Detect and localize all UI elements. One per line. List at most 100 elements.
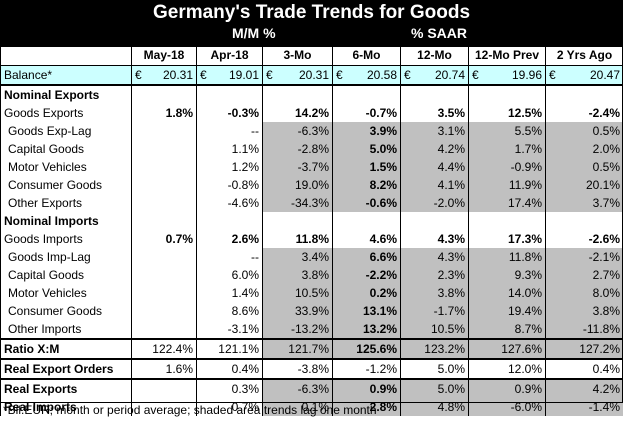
cell: 1.6% bbox=[131, 357, 197, 379]
cell: 125.6% bbox=[332, 337, 401, 359]
cell: 2.7% bbox=[545, 265, 623, 284]
cell: 0.2% bbox=[332, 283, 401, 302]
col-header: 6-Mo bbox=[332, 46, 401, 66]
balance-row: Balance* €20.31 €19.01 €20.31 €20.58 €20… bbox=[0, 64, 623, 85]
table-title: Germany's Trade Trends for Goods bbox=[152, 2, 471, 23]
cell bbox=[131, 193, 197, 212]
table-row: Goods Imp-Lag -- 3.4% 6.6% 4.3% 11.8% -2… bbox=[0, 247, 623, 266]
cell: 3.5% bbox=[400, 103, 469, 122]
mm-pct-subtitle: M/M % bbox=[232, 25, 276, 41]
cell: -1.2% bbox=[332, 357, 401, 379]
cell bbox=[131, 319, 197, 339]
cell: 1.8% bbox=[131, 103, 197, 122]
trade-table: May-18 Apr-18 3-Mo 6-Mo 12-Mo 12-Mo Prev… bbox=[0, 46, 623, 416]
cell: 0.7% bbox=[131, 229, 197, 248]
row-label: Goods Exp-Lag bbox=[0, 121, 132, 140]
row-label: Ratio X:M bbox=[0, 337, 132, 359]
section-label: Nominal Imports bbox=[0, 211, 132, 230]
cell: 20.1% bbox=[545, 175, 623, 194]
cell: 0.3% bbox=[196, 377, 263, 398]
cell: 14.2% bbox=[262, 103, 333, 122]
row-label: Consumer Goods bbox=[0, 301, 132, 320]
table-row: Other Exports -4.6% -34.3% -0.6% -2.0% 1… bbox=[0, 193, 623, 212]
balance-cell: €20.74 bbox=[400, 64, 469, 85]
cell bbox=[131, 265, 197, 284]
col-header: 3-Mo bbox=[262, 46, 333, 66]
cell: -1.7% bbox=[400, 301, 469, 320]
table-row: Goods Exp-Lag -- -6.3% 3.9% 3.1% 5.5% 0.… bbox=[0, 121, 623, 140]
cell: 12.5% bbox=[468, 103, 546, 122]
cell: 122.4% bbox=[131, 337, 197, 359]
cell: 3.8% bbox=[400, 283, 469, 302]
cell: -2.1% bbox=[545, 247, 623, 266]
cell: 0.9% bbox=[332, 377, 401, 398]
table-row: Motor Vehicles 1.4% 10.5% 0.2% 3.8% 14.0… bbox=[0, 283, 623, 302]
cell: 17.4% bbox=[468, 193, 546, 212]
cell: 0.5% bbox=[545, 121, 623, 140]
cell: -13.2% bbox=[262, 319, 333, 339]
col-header: May-18 bbox=[131, 46, 197, 66]
cell: 0.9% bbox=[468, 377, 546, 398]
cell: 13.1% bbox=[332, 301, 401, 320]
cell: 2.3% bbox=[400, 265, 469, 284]
cell: 3.4% bbox=[262, 247, 333, 266]
cell: -2.8% bbox=[262, 139, 333, 158]
cell: -2.4% bbox=[545, 103, 623, 122]
cell: 9.3% bbox=[468, 265, 546, 284]
cell: 0.4% bbox=[196, 357, 263, 379]
cell: 1.4% bbox=[196, 283, 263, 302]
cell bbox=[131, 377, 197, 398]
table-row: Goods Exports 1.8% -0.3% 14.2% -0.7% 3.5… bbox=[0, 103, 623, 122]
cell: 4.4% bbox=[400, 157, 469, 176]
balance-cell: €19.96 bbox=[468, 64, 546, 85]
cell: -1.4% bbox=[545, 397, 623, 416]
cell: 5.0% bbox=[332, 139, 401, 158]
cell: 2.0% bbox=[545, 139, 623, 158]
cell: 3.1% bbox=[400, 121, 469, 140]
cell: 8.2% bbox=[332, 175, 401, 194]
cell: 17.3% bbox=[468, 229, 546, 248]
cell: 12.0% bbox=[468, 357, 546, 379]
cell: 5.0% bbox=[400, 377, 469, 398]
table-row: Motor Vehicles 1.2% -3.7% 1.5% 4.4% -0.9… bbox=[0, 157, 623, 176]
cell: 3.8% bbox=[545, 301, 623, 320]
saar-subtitle: % SAAR bbox=[411, 25, 468, 41]
cell: 1.5% bbox=[332, 157, 401, 176]
cell: -11.8% bbox=[545, 319, 623, 339]
cell: 8.6% bbox=[196, 301, 263, 320]
cell: 10.5% bbox=[400, 319, 469, 339]
section-row-exports: Nominal Exports bbox=[0, 83, 623, 104]
cell bbox=[131, 301, 197, 320]
cell: -- bbox=[196, 121, 263, 140]
table-row: Consumer Goods -0.8% 19.0% 8.2% 4.1% 11.… bbox=[0, 175, 623, 194]
row-label: Motor Vehicles bbox=[0, 283, 132, 302]
cell bbox=[131, 139, 197, 158]
footnote: *Bil.EUR; month or period average; shade… bbox=[3, 403, 377, 417]
balance-cell: €20.31 bbox=[131, 64, 197, 85]
cell: 5.5% bbox=[468, 121, 546, 140]
cell: 11.8% bbox=[468, 247, 546, 266]
cell: 1.2% bbox=[196, 157, 263, 176]
column-header-row: May-18 Apr-18 3-Mo 6-Mo 12-Mo 12-Mo Prev… bbox=[0, 46, 623, 66]
cell: 4.6% bbox=[332, 229, 401, 248]
row-label: Other Imports bbox=[0, 319, 132, 339]
col-header: 2 Yrs Ago bbox=[545, 46, 623, 66]
row-label: Consumer Goods bbox=[0, 175, 132, 194]
table-row: Other Imports -3.1% -13.2% 13.2% 10.5% 8… bbox=[0, 319, 623, 339]
cell: -3.1% bbox=[196, 319, 263, 339]
cell: 8.0% bbox=[545, 283, 623, 302]
cell: 127.2% bbox=[545, 337, 623, 359]
balance-cell: €19.01 bbox=[196, 64, 263, 85]
cell: 8.7% bbox=[468, 319, 546, 339]
cell: 0.4% bbox=[545, 357, 623, 379]
cell: -2.6% bbox=[545, 229, 623, 248]
real-exports-row: Real Exports 0.3% -6.3% 0.9% 5.0% 0.9% 4… bbox=[0, 377, 623, 398]
cell: -0.8% bbox=[196, 175, 263, 194]
section-row-imports: Nominal Imports bbox=[0, 211, 623, 230]
section-label: Nominal Exports bbox=[0, 83, 132, 104]
cell: 13.2% bbox=[332, 319, 401, 339]
cell: 19.0% bbox=[262, 175, 333, 194]
table-row: Goods Imports 0.7% 2.6% 11.8% 4.6% 4.3% … bbox=[0, 229, 623, 248]
cell: 14.0% bbox=[468, 283, 546, 302]
row-label: Real Export Orders bbox=[0, 357, 132, 379]
